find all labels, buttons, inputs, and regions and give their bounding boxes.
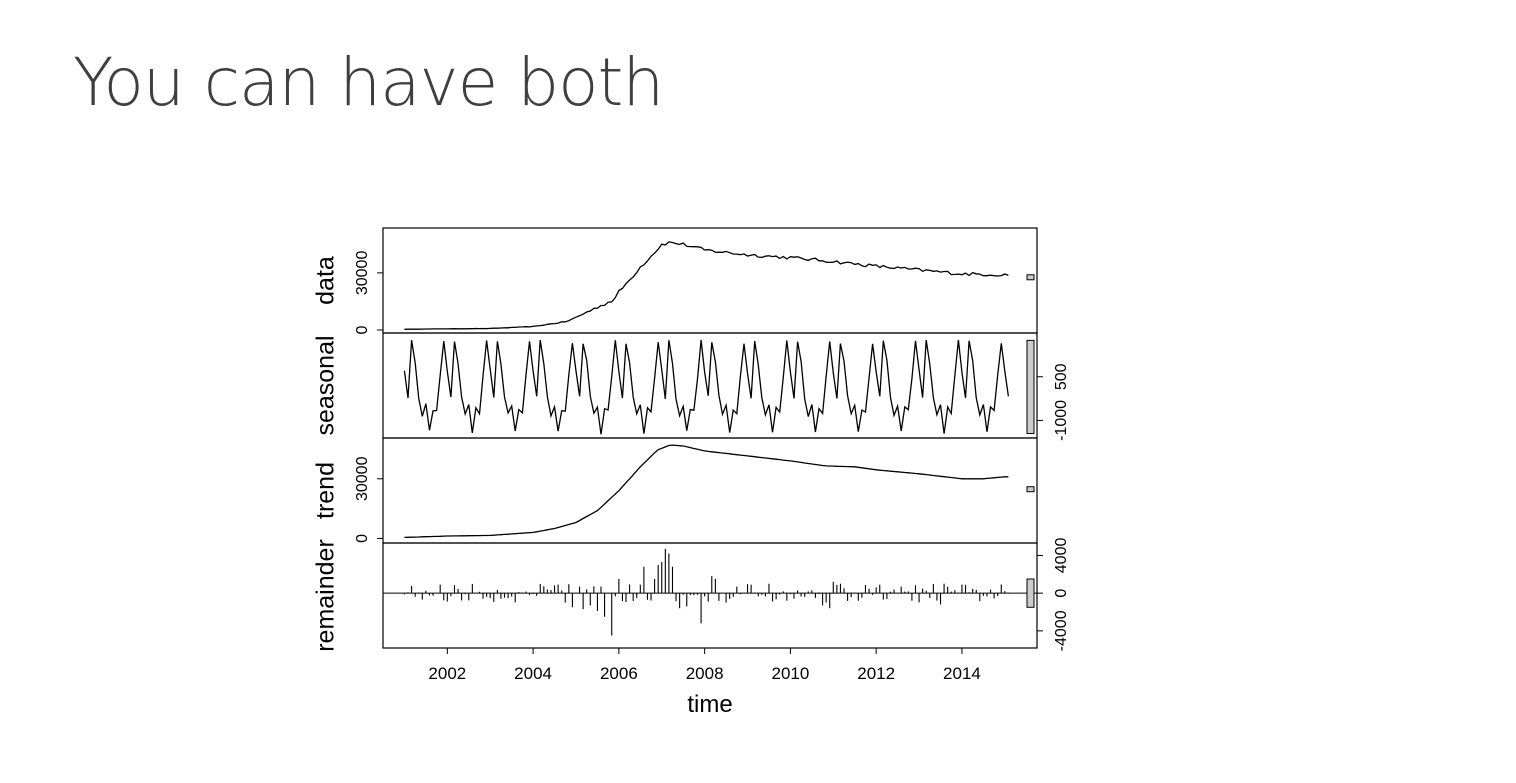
slide-title: You can have both <box>73 44 664 121</box>
x-tick-label: 2010 <box>771 664 809 683</box>
range-bar <box>1026 339 1035 435</box>
panel-frame <box>382 542 1038 649</box>
x-tick-label: 2014 <box>943 664 981 683</box>
x-axis: time 2002 2004 2006 2008 2010 2012 2014 <box>428 648 981 718</box>
y-tick-label: 500 <box>1053 363 1070 390</box>
panel-seasonal: 500 -1000 seasonal <box>312 332 1070 441</box>
range-bar <box>1026 578 1035 608</box>
y-tick-label: 4000 <box>1053 538 1070 574</box>
y-tick-label: 0 <box>354 534 371 543</box>
series-line-data <box>404 241 1009 330</box>
y-tick-label: 30000 <box>354 251 371 296</box>
panel-label-data: data <box>312 256 340 305</box>
series-line-seasonal <box>403 339 1010 435</box>
range-bar <box>1026 486 1035 493</box>
y-tick-label: -4000 <box>1053 610 1070 651</box>
panel-label-seasonal: seasonal <box>312 335 340 435</box>
x-tick-label: 2012 <box>857 664 895 683</box>
range-bar <box>1026 274 1035 281</box>
x-tick-label: 2006 <box>600 664 638 683</box>
y-tick-label: -1000 <box>1053 400 1070 441</box>
x-tick-label: 2008 <box>686 664 724 683</box>
panel-frame <box>382 437 1038 544</box>
panel-remainder: 4000 0 -4000 remainder <box>312 538 1071 652</box>
x-tick-label: 2004 <box>514 664 552 683</box>
panels-layer: 0 30000 data 500 -1000 seasonal 0 30000 trend 400… <box>312 227 1071 652</box>
panel-label-trend: trend <box>312 462 340 519</box>
panel-frame <box>382 227 1038 334</box>
x-tick-label: 2002 <box>428 664 466 683</box>
panel-frame <box>382 332 1038 439</box>
y-tick-label: 30000 <box>354 456 371 501</box>
panel-data: 0 30000 data <box>312 227 1038 334</box>
y-tick-label: 0 <box>354 325 371 334</box>
panel-label-remainder: remainder <box>312 539 340 652</box>
x-axis-title: time <box>687 691 732 718</box>
panel-trend: 0 30000 trend <box>312 437 1038 544</box>
y-tick-label: 0 <box>1053 589 1070 598</box>
series-line-trend <box>404 444 1009 539</box>
